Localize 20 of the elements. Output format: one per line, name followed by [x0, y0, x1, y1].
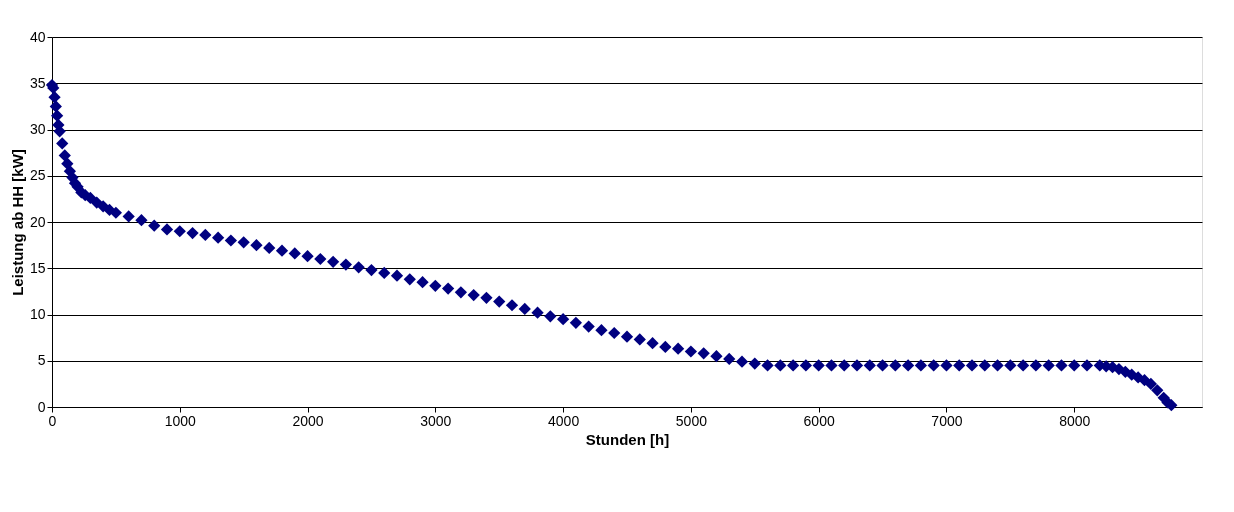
x-axis-title: Stunden [h] — [585, 430, 670, 448]
x-tick-label: 8000 — [1059, 412, 1091, 429]
x-tick-label: 3000 — [420, 412, 452, 429]
x-tick-label: 7000 — [931, 412, 963, 429]
y-tick-label: 30 — [29, 121, 46, 137]
x-tick-label: 1000 — [164, 412, 197, 429]
x-tick-label: 2000 — [292, 412, 324, 429]
x-tick-label: 5000 — [675, 412, 708, 429]
y-tick-label: 20 — [29, 213, 46, 230]
y-tick-label: 10 — [29, 306, 46, 322]
x-tick-label: 0 — [48, 412, 57, 429]
y-tick-label: 0 — [37, 398, 46, 415]
y-tick-label: 25 — [29, 167, 46, 184]
x-tick-label: 6000 — [803, 412, 835, 429]
y-axis-title: Leistung ab HH [kW] — [8, 149, 26, 296]
y-tick-label: 5 — [37, 352, 46, 369]
y-tick-label: 15 — [29, 259, 46, 276]
x-tick-label: 4000 — [548, 412, 580, 429]
y-tick-label: 40 — [29, 28, 46, 45]
y-tick-label: 35 — [29, 74, 46, 91]
